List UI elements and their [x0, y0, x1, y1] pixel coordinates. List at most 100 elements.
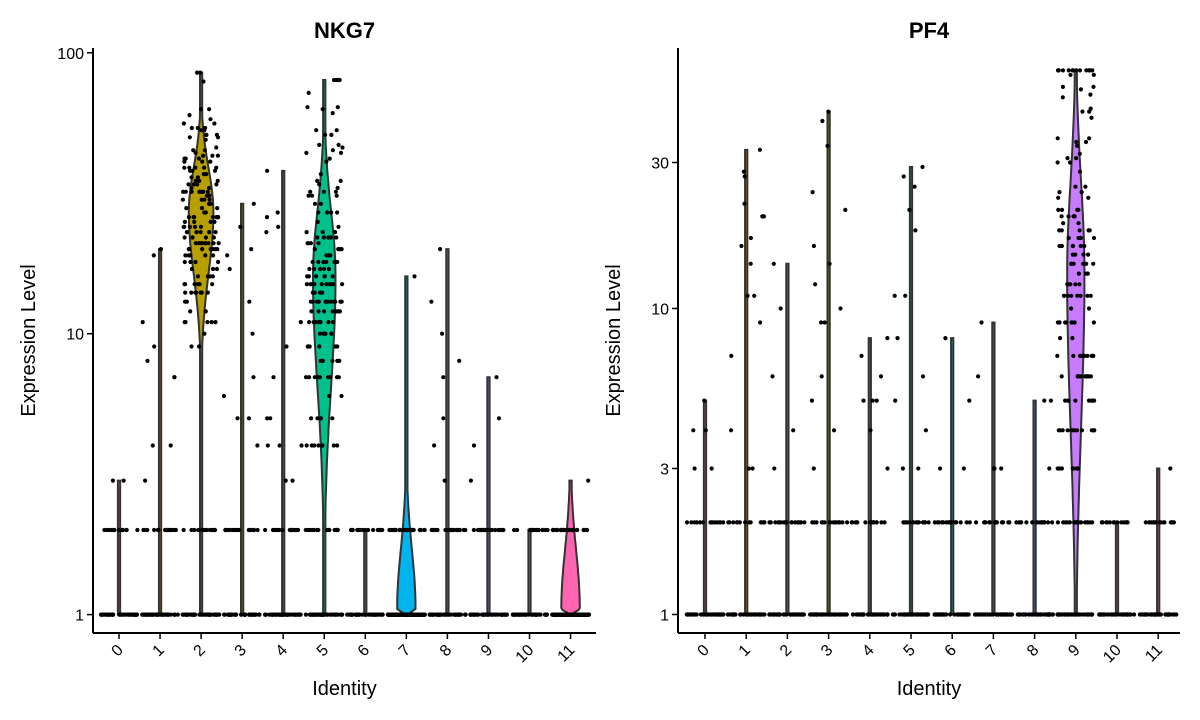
data-point: [150, 443, 155, 448]
data-point: [958, 520, 963, 525]
data-point: [814, 612, 819, 617]
data-point: [201, 153, 206, 158]
data-point: [329, 132, 334, 137]
data-point: [1079, 190, 1084, 195]
data-point: [438, 247, 443, 252]
y-tick-label: 1: [75, 608, 84, 625]
data-point: [198, 230, 203, 235]
y-tick-label: 30: [651, 155, 669, 172]
data-point: [230, 527, 235, 533]
data-point: [215, 206, 220, 211]
violin-8: [1032, 399, 1037, 616]
data-point: [186, 182, 191, 187]
data-point: [204, 132, 209, 137]
data-point: [838, 306, 843, 311]
data-point: [1081, 261, 1086, 266]
violin-10: [1114, 521, 1120, 616]
data-point: [1152, 612, 1157, 617]
data-point: [336, 224, 341, 229]
data-point: [406, 612, 411, 617]
data-point: [543, 527, 548, 533]
data-point: [1091, 72, 1096, 77]
data-point: [987, 520, 993, 525]
data-point: [720, 612, 726, 617]
data-point: [1070, 466, 1075, 471]
data-point: [481, 527, 486, 533]
data-point: [315, 416, 320, 421]
data-point: [1007, 520, 1012, 525]
y-tick-label: 100: [57, 46, 84, 63]
data-point: [202, 165, 207, 170]
data-point: [159, 612, 164, 617]
data-point: [235, 527, 240, 533]
data-point: [913, 228, 918, 233]
data-point: [181, 527, 186, 533]
data-point: [979, 320, 984, 325]
data-point: [1030, 520, 1035, 525]
data-point: [212, 121, 217, 126]
data-point: [397, 527, 402, 533]
violin-6: [363, 529, 368, 616]
jitter-points-3: [221, 201, 262, 617]
data-point: [189, 185, 194, 191]
data-point: [183, 253, 188, 258]
data-point: [863, 520, 868, 525]
data-point: [319, 282, 324, 287]
data-point: [760, 214, 765, 219]
data-point: [1104, 520, 1109, 525]
data-point: [694, 520, 700, 525]
data-point: [1062, 612, 1067, 617]
violin-1: [157, 248, 163, 616]
data-point: [532, 612, 538, 617]
data-point: [189, 344, 194, 349]
jitter-points-10: [1097, 520, 1137, 617]
data-point: [145, 358, 150, 363]
data-point: [251, 375, 256, 380]
data-point: [184, 230, 189, 235]
data-point: [330, 148, 335, 153]
data-point: [991, 612, 996, 617]
data-point: [511, 527, 517, 533]
chart-title: NKG7: [314, 18, 375, 43]
x-tick-label: 1: [736, 642, 754, 660]
data-point: [774, 612, 780, 617]
data-point: [953, 520, 958, 525]
data-point: [1059, 374, 1064, 379]
data-point: [304, 150, 309, 155]
data-point: [303, 612, 308, 617]
data-point: [335, 527, 340, 533]
data-point: [328, 253, 333, 258]
data-point: [180, 197, 185, 202]
data-point: [187, 224, 192, 229]
data-point: [777, 612, 783, 617]
data-point: [1024, 520, 1029, 525]
data-point: [238, 224, 243, 229]
data-point: [471, 443, 477, 448]
data-point: [336, 142, 341, 147]
data-point: [308, 189, 313, 194]
jitter-points-8: [427, 247, 468, 617]
data-point: [131, 612, 136, 617]
data-point: [251, 201, 256, 206]
data-point: [195, 182, 200, 187]
data-point: [191, 148, 196, 153]
data-point: [1057, 228, 1062, 233]
data-point: [487, 527, 492, 533]
violin-group-3: [221, 201, 262, 617]
data-point: [304, 443, 309, 448]
data-point: [1069, 293, 1074, 298]
data-point: [731, 520, 736, 525]
jitter-points-9: [468, 375, 509, 617]
data-point: [172, 375, 177, 380]
x-tick-label: 3: [232, 642, 250, 660]
data-point: [121, 478, 126, 483]
data-point: [1023, 612, 1028, 617]
data-point: [318, 201, 323, 206]
data-point: [901, 174, 906, 179]
data-point: [1068, 282, 1073, 287]
data-point: [850, 520, 855, 525]
data-point: [316, 210, 321, 215]
data-point: [1074, 139, 1079, 145]
data-point: [1074, 68, 1079, 73]
data-point: [317, 375, 322, 380]
